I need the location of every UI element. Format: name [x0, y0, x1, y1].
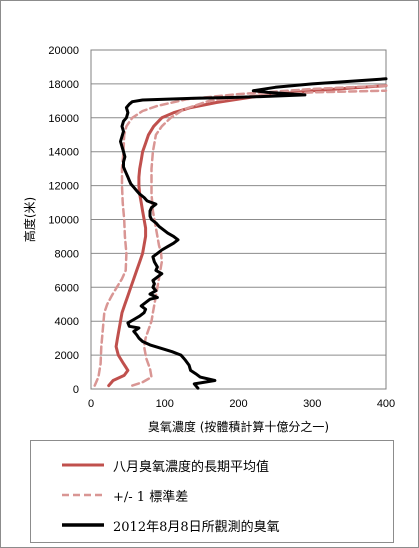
legend-item-mean: 八月臭氧濃度的長期平均值 — [31, 455, 391, 475]
y-axis-title: 高度(米) — [22, 197, 37, 242]
x-tick-label: 0 — [88, 398, 94, 410]
legend-label-observed: 2012年8月8日所觀測的臭氧 — [113, 520, 280, 535]
series-stddev-lower-line — [93, 84, 388, 387]
y-tick-label: 18000 — [48, 79, 79, 91]
tick-labels: 0200040006000800010000120001400016000180… — [48, 45, 395, 410]
series-layer — [93, 77, 388, 390]
series-stddev-upper-line — [131, 89, 388, 387]
x-tick-label: 200 — [229, 398, 247, 410]
x-tick-label: 300 — [303, 398, 321, 410]
y-tick-label: 16000 — [48, 113, 79, 125]
y-tick-label: 4000 — [55, 316, 79, 328]
y-tick-label: 6000 — [55, 282, 79, 294]
legend-item-observed: 2012年8月8日所觀測的臭氧 — [31, 515, 391, 535]
y-tick-label: 12000 — [48, 181, 79, 193]
legend-swatch-stddev — [62, 493, 104, 497]
plot-area — [90, 49, 387, 390]
y-tick-label: 14000 — [48, 147, 79, 159]
y-tick-label: 0 — [73, 384, 79, 396]
gridlines — [91, 83, 386, 356]
x-axis-title: 臭氧濃度 (按體積計算十億分之一) — [148, 419, 329, 434]
series-observed-line — [119, 77, 388, 390]
legend: 八月臭氧濃度的長期平均值 +/- 1 標準差 2012年8月8日所觀測的臭氧 — [30, 440, 394, 543]
y-tick-label: 20000 — [48, 45, 79, 57]
series-mean-line — [107, 84, 388, 388]
y-tick-label: 10000 — [48, 215, 79, 227]
legend-label-mean: 八月臭氧濃度的長期平均值 — [113, 460, 270, 475]
y-tick-label: 2000 — [55, 350, 79, 362]
x-tick-label: 100 — [156, 398, 174, 410]
y-tick-label: 8000 — [55, 248, 79, 260]
legend-swatch-observed — [62, 523, 104, 527]
legend-item-stddev: +/- 1 標準差 — [31, 485, 391, 505]
legend-label-stddev: +/- 1 標準差 — [113, 490, 189, 505]
legend-swatch-mean — [62, 463, 104, 467]
x-tick-label: 400 — [377, 398, 395, 410]
